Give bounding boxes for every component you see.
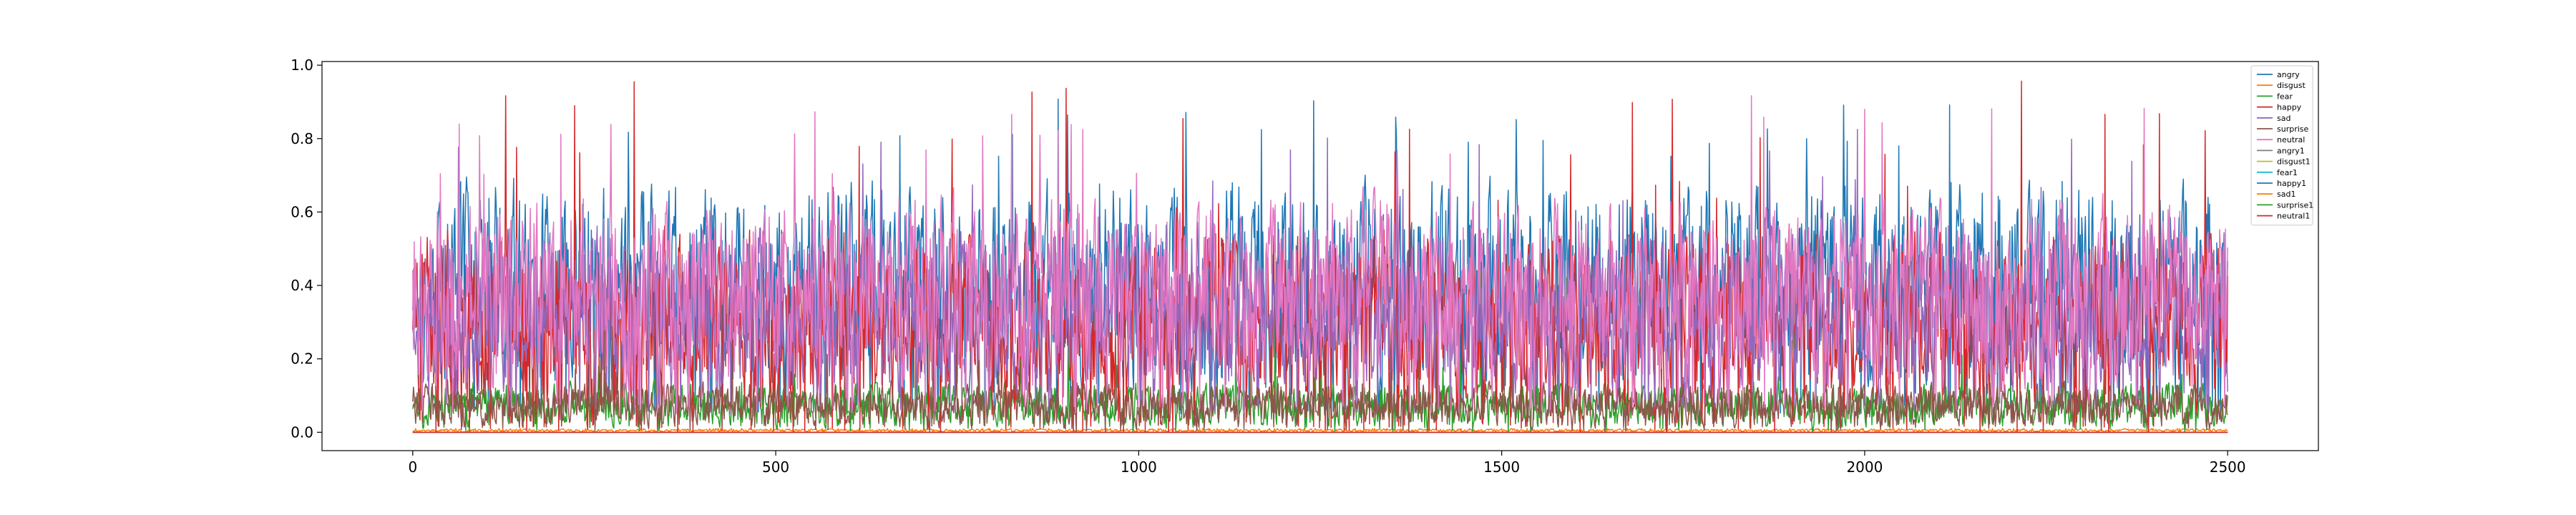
x-tick-label: 2500: [2210, 458, 2246, 476]
y-axis: 0.0 0.2 0.4 0.6 0.8 1.0: [291, 57, 322, 441]
legend-label-fear1: fear1: [2277, 168, 2298, 177]
series-line-disgust: [412, 428, 2228, 433]
legend-label-disgust: disgust: [2277, 81, 2306, 90]
x-tick-label: 0: [408, 458, 417, 476]
legend-label-sad: sad: [2277, 114, 2290, 123]
x-tick-label: 1000: [1121, 458, 1157, 476]
legend-box: [2250, 65, 2313, 226]
legend-label-neutral: neutral: [2277, 135, 2305, 144]
plot-area-frame: [321, 61, 2319, 451]
series-line-surprise: [412, 325, 2228, 433]
series-layer: [412, 80, 2228, 433]
legend-label-surprise1: surprise1: [2277, 200, 2313, 210]
y-tick-label: 0.2: [291, 350, 313, 368]
legend-label-sad1: sad1: [2277, 190, 2296, 199]
legend-label-angry1: angry1: [2277, 146, 2305, 155]
legend-label-disgust1: disgust1: [2277, 157, 2311, 167]
y-tick-label: 0.8: [291, 130, 313, 147]
y-tick-label: 0.0: [291, 423, 313, 441]
legend-label-happy1: happy1: [2277, 179, 2306, 188]
x-axis: 0 500 1000 1500 2000 2500: [408, 451, 2246, 476]
legend-label-happy: happy: [2277, 103, 2302, 112]
y-tick-label: 1.0: [291, 57, 313, 74]
series-line-neutral: [412, 95, 2228, 415]
series-line-fear: [412, 271, 2228, 433]
legend-label-fear: fear: [2277, 92, 2293, 101]
y-tick-label: 0.6: [291, 203, 313, 220]
legend-label-surprise: surprise: [2277, 124, 2309, 134]
legend-label-neutral1: neutral1: [2277, 212, 2310, 221]
x-tick-label: 2000: [1846, 458, 1883, 476]
legend-label-angry: angry: [2277, 70, 2300, 79]
x-tick-label: 500: [762, 458, 789, 476]
x-tick-label: 1500: [1483, 458, 1520, 476]
y-tick-label: 0.4: [291, 277, 313, 294]
